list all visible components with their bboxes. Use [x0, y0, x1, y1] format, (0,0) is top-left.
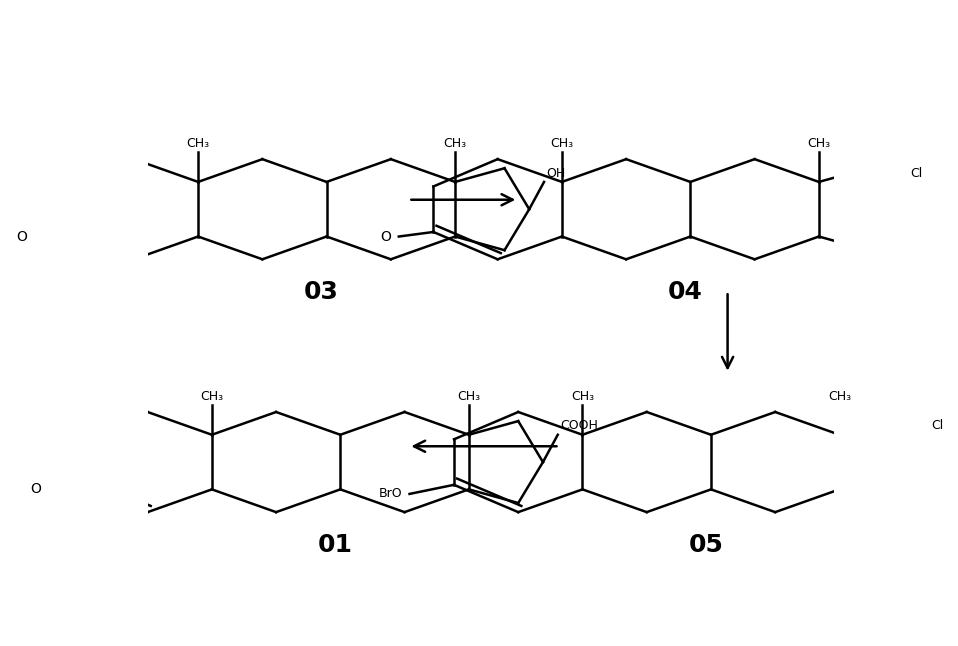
- Text: CH₃: CH₃: [828, 390, 851, 403]
- Text: Cl: Cl: [910, 167, 923, 180]
- Text: 04: 04: [668, 280, 703, 304]
- Text: CH₃: CH₃: [550, 137, 574, 150]
- Text: OH: OH: [546, 167, 566, 180]
- Text: O: O: [16, 229, 28, 244]
- Text: CH₃: CH₃: [457, 390, 480, 403]
- Text: CH₃: CH₃: [187, 137, 210, 150]
- Text: CH₃: CH₃: [808, 137, 831, 150]
- Text: COOH: COOH: [560, 419, 598, 432]
- Text: 01: 01: [318, 532, 353, 557]
- Text: CH₃: CH₃: [200, 390, 223, 403]
- Text: Cl: Cl: [931, 419, 943, 432]
- Text: CH₃: CH₃: [571, 390, 594, 403]
- Text: BrO: BrO: [378, 488, 402, 501]
- Text: CH₃: CH₃: [444, 137, 467, 150]
- Text: O: O: [380, 229, 392, 244]
- Text: 03: 03: [305, 280, 339, 304]
- Text: 05: 05: [689, 532, 723, 557]
- Text: O: O: [31, 483, 41, 496]
